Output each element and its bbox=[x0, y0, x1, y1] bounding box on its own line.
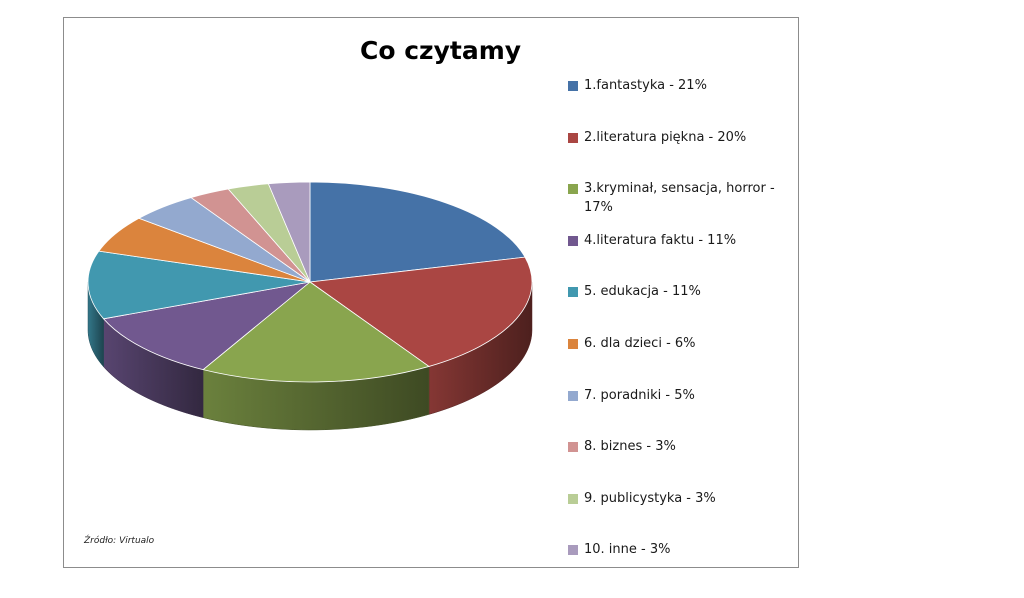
chart-title: Co czytamy bbox=[360, 36, 522, 65]
chart-source: Źródło: Virtualo bbox=[84, 536, 155, 546]
pie-slice-5 bbox=[87, 250, 311, 320]
pie-slice-2 bbox=[308, 256, 533, 367]
pie-slice-10 bbox=[267, 181, 311, 283]
pie-slice-3 bbox=[202, 281, 430, 383]
pie-slice-4 bbox=[102, 281, 312, 371]
pie-slice-1 bbox=[309, 181, 526, 283]
